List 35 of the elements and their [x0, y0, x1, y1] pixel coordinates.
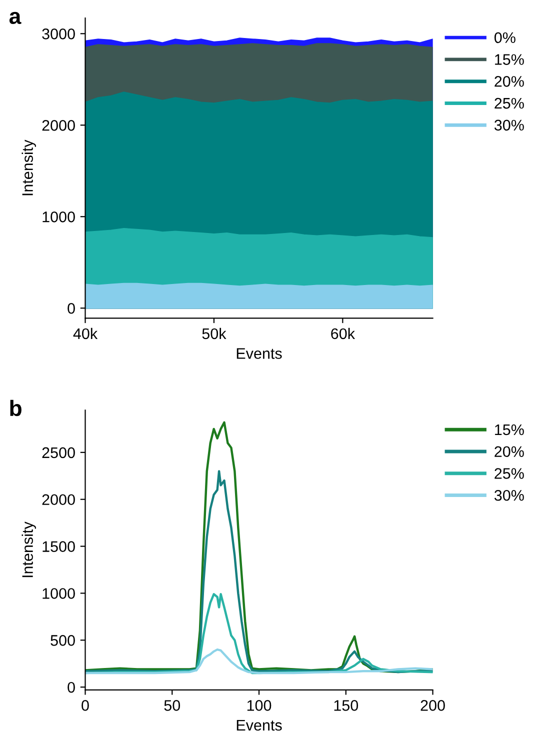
y-axis-title: Intensity: [22, 140, 36, 196]
x-axis-title: Events: [236, 720, 282, 731]
legend-label: 25%: [494, 468, 524, 479]
x-tick-label: 150: [334, 700, 358, 711]
chart-title: a: [9, 12, 22, 24]
line-series: [85, 648, 433, 674]
y-tick-label: 2000: [42, 120, 75, 131]
legend-label: 30%: [494, 490, 524, 501]
x-tick-label: 50: [164, 700, 180, 711]
x-tick-label: 50k: [202, 328, 226, 340]
legend-label: 20%: [494, 76, 524, 87]
legend-label: 25%: [494, 98, 524, 109]
y-tick-label: 0: [68, 682, 75, 693]
y-axis-title: Intensity: [22, 522, 36, 578]
y-tick-label: 3000: [42, 28, 75, 40]
chart-title: b: [10, 400, 22, 416]
legend-label: 15%: [495, 424, 524, 436]
legend-label: 15%: [495, 54, 524, 65]
y-tick-label: 500: [50, 635, 75, 646]
x-tick-label: 0: [82, 700, 89, 711]
legend-label: 20%: [494, 446, 524, 458]
y-tick-label: 0: [68, 302, 75, 314]
x-tick-label: 100: [247, 700, 272, 711]
line-series: [85, 470, 433, 674]
x-axis-title: Events: [236, 348, 282, 359]
x-tick-label: 200: [420, 700, 445, 711]
y-tick-label: 1000: [42, 212, 75, 222]
y-tick-label: 2000: [42, 494, 75, 506]
x-tick-label: 40k: [73, 328, 98, 340]
x-tick-label: 60k: [331, 328, 356, 340]
y-tick-label: 1500: [42, 541, 75, 552]
y-tick-label: 2500: [42, 447, 75, 458]
legend-label: 0%: [494, 32, 516, 44]
y-tick-label: 1000: [42, 588, 75, 599]
legend-label: 30%: [494, 120, 524, 131]
